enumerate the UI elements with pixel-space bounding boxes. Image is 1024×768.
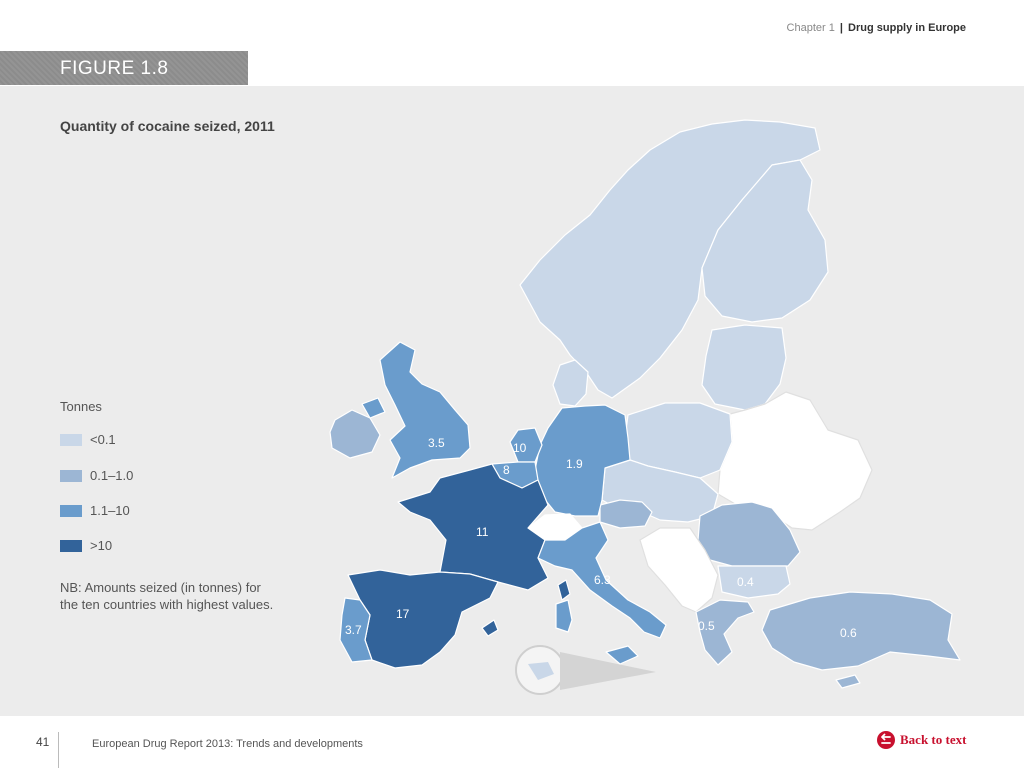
publication-title: European Drug Report 2013: Trends and de… [92, 738, 363, 750]
map-label-france: 11 [476, 525, 489, 539]
map-country-greece [695, 599, 755, 666]
map-country-uk [379, 341, 471, 479]
chart-note: NB: Amounts seized (in tonnes) for the t… [60, 580, 274, 612]
legend-swatch [60, 540, 82, 552]
page-number: 41 [36, 735, 50, 749]
chapter-separator: | [839, 22, 843, 34]
map-label-greece: 0.5 [698, 619, 715, 633]
legend-swatch [60, 505, 82, 517]
map-label-netherlands: 10 [513, 441, 527, 455]
map-island-sicily [605, 645, 639, 665]
map-country-baltics [701, 324, 787, 411]
legend-label: <0.1 [90, 432, 116, 447]
map-country-spain [347, 569, 499, 669]
map-label-italy: 6.3 [594, 573, 611, 587]
map-label-bulgaria: 0.4 [737, 575, 754, 589]
map-island-corsica [557, 579, 571, 601]
legend-label: 0.1–1.0 [90, 468, 134, 483]
map-island-sardinia [555, 599, 573, 633]
map-label-belgium: 8 [503, 463, 510, 477]
figure-label: FIGURE 1.8 [60, 58, 169, 79]
map-label-germany: 1.9 [566, 457, 583, 471]
map-island-balearic [481, 619, 499, 637]
map-country-ireland [329, 409, 381, 459]
map-country-austria [599, 499, 653, 529]
figure-label-bar: FIGURE 1.8 [0, 51, 248, 85]
legend-label: >10 [90, 538, 113, 553]
map-country-bulgaria [717, 565, 791, 599]
legend-swatch [60, 434, 82, 446]
map-label-spain: 17 [396, 607, 410, 621]
back-link-label: Back to text [900, 732, 967, 747]
map-country-turkey [761, 591, 961, 671]
map-country-italy [537, 521, 667, 639]
legend-title: Tonnes [60, 399, 102, 414]
map-country-finland [701, 159, 829, 323]
map-country-no-data-balkans [639, 527, 719, 613]
back-arrow-icon [877, 731, 895, 749]
section-title: Drug supply in Europe [848, 22, 966, 34]
map-label-uk: 3.5 [428, 436, 445, 450]
chapter-header: Chapter 1 | Drug supply in Europe [787, 22, 966, 34]
map-label-turkey: 0.6 [840, 626, 857, 640]
map-inset-pointer [560, 652, 656, 690]
chart-title: Quantity of cocaine seized, 2011 [60, 118, 275, 134]
map-label-portugal: 3.7 [345, 623, 362, 637]
chapter-label: Chapter 1 [786, 22, 835, 34]
map-country-denmark [552, 359, 589, 407]
map-island-cyprus [835, 674, 861, 689]
map-country-portugal [339, 597, 373, 663]
legend-swatch [60, 470, 82, 482]
footer-divider [58, 732, 59, 768]
legend-label: 1.1–10 [90, 503, 130, 518]
map-island-northern-ireland [361, 397, 386, 419]
map-inset-malta-island [528, 662, 554, 680]
